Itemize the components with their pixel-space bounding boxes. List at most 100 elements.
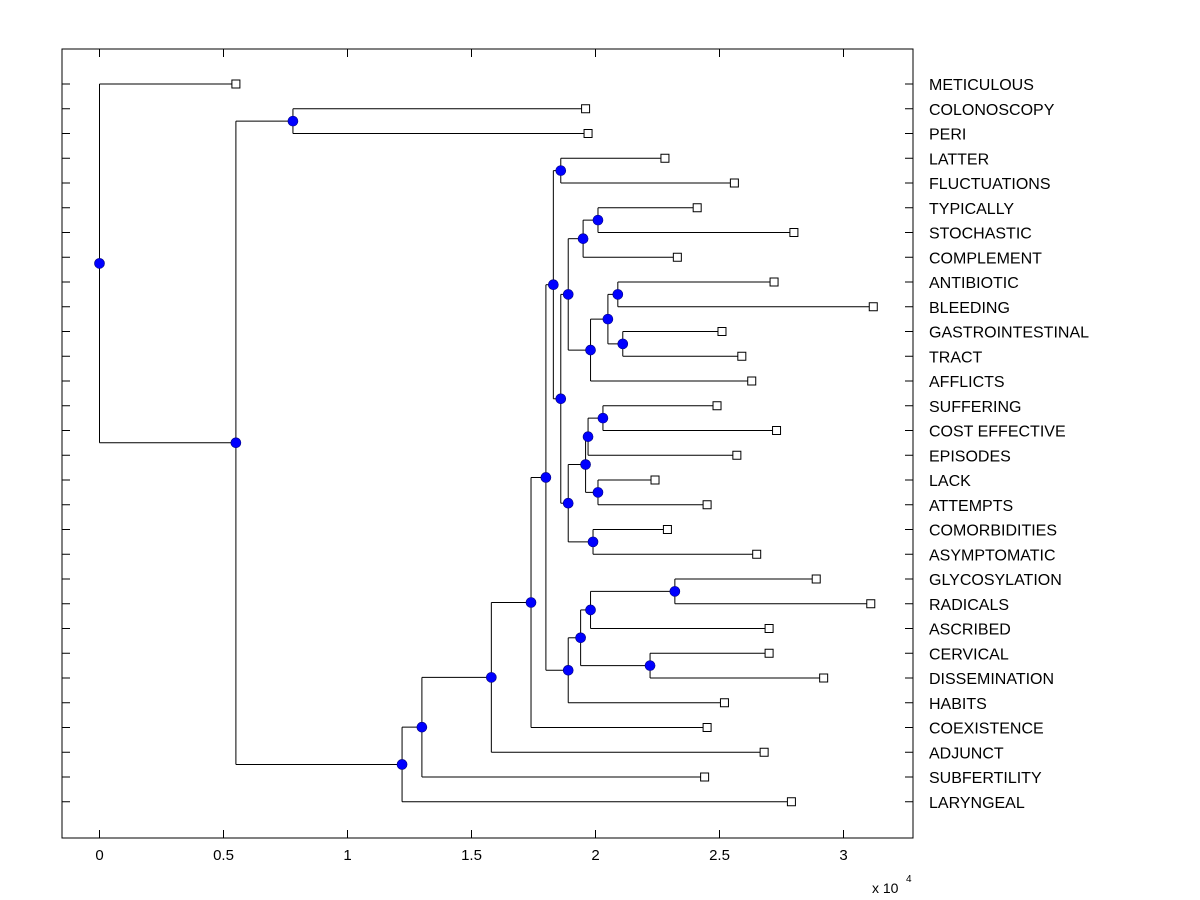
leaf-label: COEXISTENCE [929,721,1044,738]
node-marker [669,586,681,597]
leaf-marker [729,178,739,188]
leaf-marker [717,327,727,336]
node-marker [230,437,242,449]
node-marker [575,632,586,644]
node-marker [602,313,614,325]
leaf-marker [786,797,796,807]
leaf-marker [764,648,774,658]
leaf-label: HABITS [929,696,987,713]
node-marker [592,214,604,226]
leaf-label: LATTER [929,151,989,168]
node-marker [287,115,299,127]
node-marker [644,660,656,671]
x-tick-label: 1.5 [461,847,482,864]
leaf-label: PERI [929,127,966,144]
node-marker [562,664,574,676]
leaf-label: ANTIBIOTIC [929,275,1019,292]
leaf-marker [769,277,779,287]
node-markers [94,115,681,770]
leaf-marker [700,772,710,782]
leaf-marker [712,401,722,411]
leaf-marker [702,723,712,732]
node-marker [525,597,537,608]
leaf-label: GASTROINTESTINAL [929,325,1089,342]
node-marker [486,672,497,683]
leaf-label: LACK [929,473,971,490]
leaf-label: AFFLICTS [929,374,1005,391]
leaf-label: STOCHASTIC [929,226,1032,243]
node-marker [548,279,559,291]
leaf-label: DISSEMINATION [929,671,1054,688]
x-tick-label: 1 [343,847,351,864]
leaf-marker [868,302,878,312]
x-tick-label: 0 [95,847,103,864]
node-marker [582,431,594,442]
leaf-label: SUFFERING [929,399,1021,416]
leaf-label: ASYMPTOMATIC [929,547,1056,564]
leaf-marker [692,203,702,213]
leaf-marker [772,426,782,435]
leaf-label: ADJUNCT [929,745,1004,762]
leaf-marker [819,673,829,683]
node-marker [562,497,574,509]
x-scale-exponent: 4 [906,874,912,885]
leaf-marker [702,500,712,510]
x-axis: 0 0.5 1 1.5 2 2.5 3 [95,49,848,864]
leaf-label: TYPICALLY [929,201,1014,218]
node-marker [592,487,604,498]
leaf-marker [660,153,670,163]
leaf-marker [581,104,591,114]
node-marker [612,289,624,300]
leaf-marker [231,79,241,89]
leaf-marker [866,599,876,609]
node-marker [585,344,596,356]
leaf-label: COST EFFECTIVE [929,424,1066,441]
node-marker [580,459,591,470]
leaf-label: BLEEDING [929,300,1010,317]
leaf-label: TRACT [929,349,983,366]
leaf-marker [719,698,729,708]
leaf-marker [650,475,660,485]
leaf-marker [747,376,757,386]
leaf-label: CERVICAL [929,646,1009,663]
leaf-labels: METICULOUS COLONOSCOPY PERI LATTER FLUCTUATI… [929,77,1089,812]
node-marker [585,604,596,616]
leaf-marker [662,525,672,534]
leaf-label: LARYNGEAL [929,795,1025,812]
leaf-label: ATTEMPTS [929,498,1013,515]
leaf-label: COLONOSCOPY [929,102,1055,119]
leaf-label: FLUCTUATIONS [929,176,1050,193]
node-marker [617,338,629,350]
leaf-marker [752,549,762,559]
x-tick-label: 2 [591,847,599,864]
x-tick-label: 0.5 [213,847,234,864]
node-marker [94,258,105,269]
node-marker [416,721,428,733]
leaf-label: EPISODES [929,448,1011,465]
leaf-label: COMORBIDITIES [929,523,1057,540]
leaf-marker [583,129,593,138]
leaf-marker [672,252,682,262]
leaf-marker [737,351,747,361]
node-marker [577,233,589,244]
node-marker [562,289,574,300]
node-marker [540,472,552,483]
leaf-marker [811,574,821,584]
leaf-marker [789,228,799,237]
leaf-marker [759,747,769,757]
leaf-marker [764,624,774,633]
leaf-label: COMPLEMENT [929,250,1042,267]
leaf-label: SUBFERTILITY [929,770,1042,787]
leaf-marker [732,450,742,460]
node-marker [555,165,567,176]
leaf-label: ASCRIBED [929,622,1011,639]
plot-area [61,48,914,839]
leaf-label: GLYCOSYLATION [929,572,1062,589]
node-marker [555,393,567,405]
leaf-markers [231,79,878,807]
x-tick-label: 3 [839,847,847,864]
node-marker [587,536,599,548]
leaf-label: METICULOUS [929,77,1034,94]
y-axis [62,83,913,803]
leaf-label: RADICALS [929,597,1009,614]
